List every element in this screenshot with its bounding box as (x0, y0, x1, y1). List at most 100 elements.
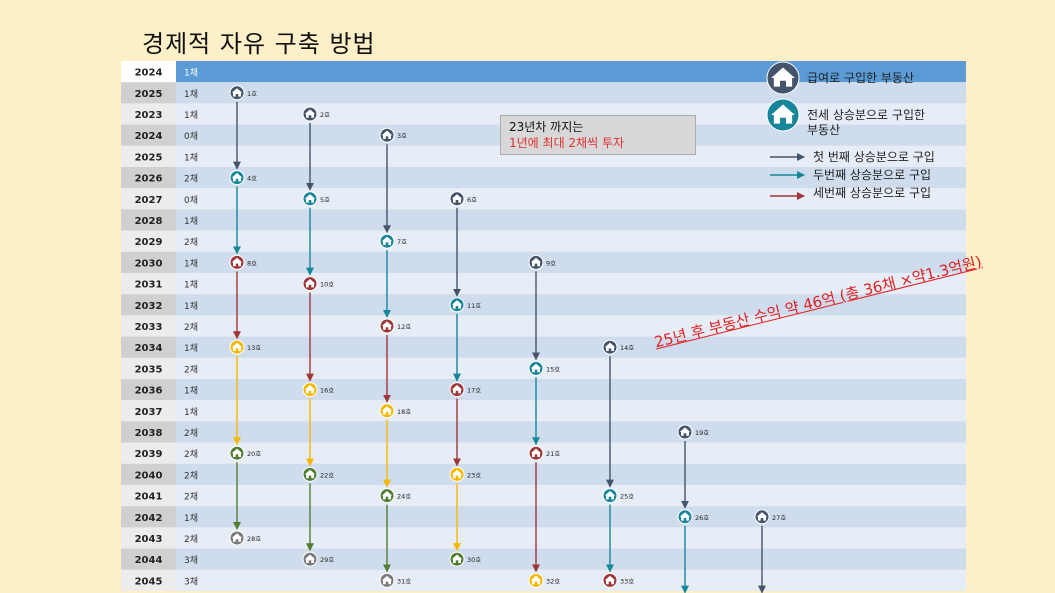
year-cell (121, 61, 176, 83)
house-number-label: 21호 (546, 450, 560, 458)
house-marker: 23호 (449, 466, 481, 482)
house-number-label: 19호 (695, 429, 709, 437)
house-number-label: 14호 (620, 344, 634, 352)
row-count: 2채 (184, 428, 198, 439)
row-band (176, 167, 966, 189)
house-marker: 32호 (528, 572, 560, 588)
house-marker: 10호 (302, 276, 334, 292)
house-icon (771, 104, 795, 124)
house-icon (451, 469, 463, 479)
house-markers: 1호 2호 3호 4호 5호 6호 7호 8호 9호 10호 11호 12호 13호 14호 15호 16호 1… (229, 85, 786, 588)
house-number-label: 11호 (467, 302, 481, 310)
house-number-label: 26호 (695, 514, 709, 522)
house-marker: 13호 (229, 339, 261, 355)
house-marker: 20호 (229, 445, 261, 461)
house-icon (381, 236, 393, 245)
house-marker: 14호 (602, 339, 634, 355)
row-count: 1채 (184, 407, 198, 418)
house-icon (771, 67, 795, 87)
row-year: 2045 (135, 576, 163, 587)
year-cell (121, 548, 176, 570)
house-marker: 29호 (302, 551, 334, 567)
callout-line2: 1년에 최대 2채씩 투자 (509, 136, 625, 150)
row-year: 2042 (135, 513, 163, 524)
house-number-label: 15호 (546, 365, 560, 373)
legend-third-label: 세번째 상승분으로 구입 (813, 186, 932, 200)
row-band (176, 569, 966, 591)
legend-jeonse-house-icon (766, 98, 800, 132)
house-number-label: 9호 (546, 259, 556, 267)
house-marker: 25호 (602, 488, 634, 504)
house-icon (530, 448, 542, 457)
house-number-label: 7호 (397, 238, 407, 246)
timeline-row: 2025 1채 (121, 82, 966, 104)
row-count: 0채 (184, 195, 198, 206)
timeline-row: 2031 1채 (121, 273, 966, 295)
timeline-row: 2036 1채 (121, 379, 966, 401)
house-icon (451, 194, 463, 203)
house-icon (381, 491, 393, 500)
row-year: 2030 (135, 258, 163, 269)
row-year: 2044 (135, 555, 163, 566)
house-marker: 12호 (379, 318, 411, 334)
row-count: 1채 (184, 513, 198, 524)
house-icon (304, 279, 316, 288)
row-year: 2028 (135, 216, 163, 227)
callout-line1: 23년차 까지는 (509, 120, 584, 134)
row-count: 1채 (184, 386, 198, 397)
house-icon (530, 257, 542, 267)
year-cell (121, 400, 176, 422)
house-marker: 2호 (302, 106, 330, 122)
house-number-label: 4호 (247, 175, 257, 183)
house-marker: 22호 (302, 466, 334, 482)
row-count: 1채 (184, 280, 198, 291)
year-cell (121, 485, 176, 507)
timeline-row: 2040 2채 (121, 463, 966, 485)
house-marker: 16호 (302, 382, 334, 398)
year-cell (121, 230, 176, 252)
legend-jeonse-label-line1: 전세 상승분으로 구입한 (807, 108, 926, 122)
timeline-row: 2045 3채 (121, 569, 966, 591)
timeline-row: 2041 2채 (121, 485, 966, 507)
timeline-row: 2044 3채 (121, 548, 966, 570)
house-icon (679, 427, 691, 436)
house-marker: 4호 (229, 170, 257, 186)
house-number-label: 5호 (320, 196, 330, 204)
row-count: 2채 (184, 364, 198, 375)
year-cell (121, 379, 176, 401)
house-icon (304, 554, 316, 563)
house-marker: 27호 (754, 509, 786, 525)
timeline-row: 2043 2채 (121, 527, 966, 549)
year-cell (121, 188, 176, 210)
house-number-label: 32호 (546, 577, 560, 585)
house-number-label: 18호 (397, 408, 411, 416)
timeline-row: 2039 2채 (121, 442, 966, 464)
row-band (176, 82, 966, 104)
house-marker: 31호 (379, 572, 411, 588)
row-band (176, 442, 966, 464)
house-marker: 21호 (528, 445, 560, 461)
house-marker: 24호 (379, 488, 411, 504)
house-marker: 30호 (449, 551, 481, 567)
house-icon (381, 406, 393, 415)
year-cell (121, 336, 176, 358)
timeline-row: 2025 1채 (121, 145, 966, 167)
house-icon (381, 130, 393, 139)
house-marker: 17호 (449, 382, 481, 398)
house-number-label: 1호 (247, 90, 257, 98)
row-band (176, 548, 966, 570)
house-number-label: 17호 (467, 387, 481, 395)
house-number-label: 8호 (247, 259, 257, 267)
house-marker: 7호 (379, 233, 407, 249)
timeline-row: 2034 1채 (121, 336, 966, 358)
house-marker: 5호 (302, 191, 330, 207)
house-marker: 11호 (449, 297, 481, 313)
house-number-label: 29호 (320, 556, 334, 564)
row-band (176, 421, 966, 443)
year-cell (121, 527, 176, 549)
row-count: 2채 (184, 534, 198, 545)
house-number-label: 20호 (247, 450, 261, 458)
row-band (176, 188, 966, 210)
row-count: 2채 (184, 470, 198, 481)
year-cell (121, 442, 176, 464)
